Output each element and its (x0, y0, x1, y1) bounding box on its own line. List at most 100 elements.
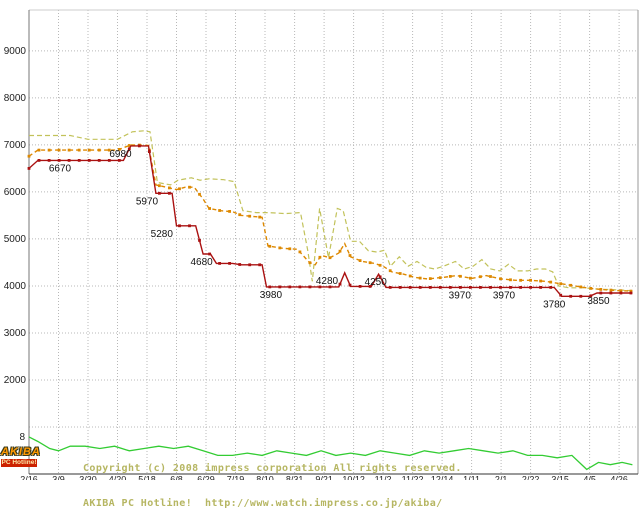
average-price-marker (57, 148, 61, 152)
lowest-price-marker (37, 159, 41, 162)
lowest-price-marker (188, 224, 191, 228)
average-price-marker (127, 144, 131, 147)
price-annotation: 3850 (587, 296, 610, 307)
lowest-price-marker (519, 286, 522, 289)
x-axis-tick-label: 5/18 (138, 475, 156, 481)
lowest-price-marker (398, 286, 402, 289)
average-price-marker (569, 283, 573, 287)
lowest-price-marker (489, 286, 492, 289)
average-price-marker (499, 277, 502, 281)
average-price-marker (408, 274, 412, 278)
average-price-marker (398, 272, 402, 275)
average-price-marker (258, 215, 262, 219)
average-price-marker (208, 207, 211, 210)
average-price-marker (117, 148, 121, 151)
average-price-marker (238, 213, 242, 217)
lowest-price-marker (77, 159, 81, 162)
average-price-marker (459, 274, 462, 278)
average-price-marker (428, 277, 432, 280)
lowest-price-marker (569, 294, 573, 298)
average-price-marker (77, 148, 81, 152)
lowest-price-marker (218, 262, 221, 265)
lowest-price-marker (168, 191, 171, 195)
shop-count-line (28, 436, 633, 471)
price-annotation: 3780 (543, 299, 566, 310)
lowest-price-line (28, 145, 633, 297)
pc-hotline-logo-text: PC Hotline! (1, 459, 37, 467)
price-annotation: 4250 (365, 277, 388, 288)
average-price-marker (288, 247, 292, 251)
y-axis-tick-label: 6000 (4, 187, 27, 198)
average-price-marker (418, 276, 422, 280)
lowest-price-marker (549, 286, 553, 289)
x-axis-tick-label: 12/14 (431, 475, 454, 481)
lowest-price-marker (469, 286, 472, 289)
x-axis-tick-label: 3/30 (79, 475, 97, 481)
average-price-marker (67, 148, 71, 152)
lowest-price-marker (358, 285, 362, 288)
lowest-price-marker (428, 286, 432, 289)
average-price-marker (619, 289, 623, 293)
average-price-marker (589, 287, 593, 290)
lowest-price-marker (288, 285, 292, 289)
lowest-price-marker (228, 262, 231, 265)
average-price-marker (228, 210, 231, 213)
x-axis-tick-label: 2/16 (20, 475, 38, 481)
lowest-price-marker (208, 252, 211, 256)
average-price-marker (368, 261, 372, 265)
average-price-marker (97, 148, 101, 152)
y-axis-tick-label: 7000 (4, 140, 27, 151)
price-annotation: 6670 (49, 163, 72, 174)
lowest-price-marker (599, 291, 603, 295)
lowest-price-marker (117, 159, 121, 162)
lowest-price-marker (27, 167, 31, 170)
lowest-price-marker (127, 147, 131, 151)
average-price-marker (268, 244, 272, 248)
average-price-marker (107, 148, 111, 152)
lowest-price-marker (47, 159, 51, 162)
x-axis-tick-label: 6/29 (197, 475, 215, 481)
y-axis-tick-label: 4000 (4, 281, 27, 292)
y-axis-tick-label: 2000 (4, 375, 27, 386)
average-price-marker (469, 276, 472, 280)
average-price-marker (388, 269, 392, 273)
lowest-price-marker (479, 286, 482, 289)
lowest-price-marker (499, 286, 502, 289)
watermark-copyright-line: Copyright (c) 2008 impress corporation A… (83, 463, 462, 474)
x-axis-tick-label: 8/10 (256, 475, 274, 481)
lowest-price-marker (318, 285, 322, 289)
x-axis-tick-label: 9/21 (315, 475, 333, 481)
average-price-marker (168, 186, 171, 190)
y-axis-tick-label: 9000 (4, 46, 27, 57)
average-price-marker (479, 275, 482, 279)
lowest-price-marker (338, 282, 342, 286)
lowest-price-marker (278, 285, 282, 289)
akiba-pc-hotline-logo: AKIBA PC Hotline! (1, 447, 47, 467)
lowest-price-marker (238, 263, 242, 266)
y-axis-tick-label: 5000 (4, 234, 27, 245)
average-price-marker (37, 148, 41, 152)
lowest-price-marker (408, 286, 412, 289)
lowest-price-marker (57, 159, 61, 162)
average-price-marker (529, 278, 532, 282)
average-price-marker (218, 209, 221, 212)
x-axis-tick-label: 11/2 (375, 475, 392, 481)
average-price-marker (519, 278, 522, 282)
average-price-marker (549, 280, 553, 284)
x-axis-tick-label: 1/11 (463, 475, 480, 481)
y-axis-tick-label: 3000 (4, 328, 27, 339)
average-price-marker (27, 154, 31, 158)
average-price-marker (47, 148, 51, 152)
price-annotation: 3970 (493, 290, 516, 301)
average-price-marker (338, 249, 342, 253)
lowest-price-marker (158, 191, 161, 195)
lowest-price-marker (348, 283, 352, 287)
average-price-marker (278, 246, 282, 250)
average-price-marker (348, 254, 352, 257)
average-price-marker (448, 275, 452, 278)
lowest-price-marker (148, 150, 151, 153)
lowest-price-marker (138, 144, 141, 148)
average-price-marker (318, 255, 322, 259)
average-price-marker (609, 288, 613, 292)
lowest-price-marker (97, 159, 101, 162)
